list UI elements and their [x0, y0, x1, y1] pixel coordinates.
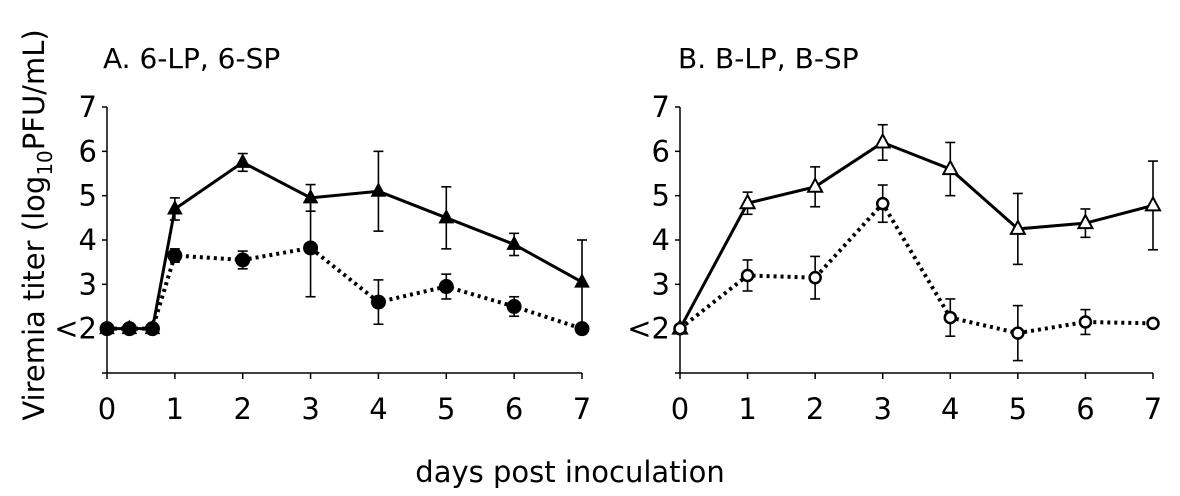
panel-a-series-1-point [438, 208, 455, 224]
x-axis-title: days post inoculation [415, 455, 724, 489]
panel-b-x-tick-label: 7 [1144, 392, 1162, 426]
panel-a-x-tick-label: 5 [437, 392, 455, 426]
panel-a-series-2-point [303, 240, 319, 256]
panel-b-series-1-point [941, 158, 959, 176]
panel-a-series-1-point [574, 273, 590, 288]
panel-a-series-2-line [107, 245, 583, 331]
panel-b-x-tick-label: 3 [873, 392, 891, 426]
panel-a-series-2-point [370, 294, 386, 310]
panel-a-x-tick-label: 0 [98, 392, 116, 426]
panel-a-series-2-point [121, 321, 137, 337]
panel-a-y-tick-label: 4 [79, 223, 97, 257]
panel-b-y-tick-label: 4 [652, 223, 670, 257]
panel-b-series-1-point [1076, 213, 1095, 230]
panel-a-x-tick-label: 6 [505, 392, 523, 426]
y-axis-title-subscript: 10 [33, 150, 57, 175]
panel-a: A. 6-LP, 6-SP <2 3 4 5 6 7 0 1 2 3 4 5 6 7 [54, 42, 591, 426]
panel-b-series-2-point [943, 310, 958, 325]
panel-b-series-2-point [1011, 326, 1025, 340]
panel-b-series-1-point [1144, 195, 1162, 212]
panel-b-x-tick-label: 6 [1076, 392, 1094, 426]
panel-b-series-2-point [673, 321, 687, 336]
panel-b-y-tick-label: 3 [652, 267, 670, 301]
panel-b-series-1-point [806, 176, 824, 193]
panel-b-x-tick-label: 2 [806, 392, 824, 426]
panel-a-series-2-point [235, 252, 251, 268]
panel-b-series-1-point [1009, 218, 1027, 235]
panel-b-series-2-point [1146, 316, 1160, 331]
panel-a-series-1-line [107, 160, 583, 331]
panel-a-y-tick-label: 6 [79, 134, 97, 168]
panel-b-y-tick-label: <2 [627, 312, 670, 346]
panel-a-series-2-point [144, 321, 160, 337]
panel-a-y-tick-label: <2 [54, 312, 97, 346]
panel-a-series-1-point [506, 235, 522, 250]
panel-b-x-tick-label: 5 [1009, 392, 1027, 426]
panel-a-series-1-point [234, 153, 251, 168]
panel-a-series-2-point [167, 248, 183, 264]
panel-b-y-tick-label: 7 [652, 90, 670, 124]
panel-a-x-tick-label: 2 [233, 392, 251, 426]
panel-b-series-2-point [740, 268, 755, 283]
panel-b-x-tick-label: 1 [738, 392, 756, 426]
panel-b-y-tick-label: 6 [652, 134, 670, 168]
panel-a-y-tick-label: 7 [79, 90, 97, 124]
panel-a-series-1-point [370, 182, 387, 197]
y-axis-title-tail: PFU/mL) [17, 29, 51, 150]
panel-b-series-2-line [678, 200, 1154, 336]
panel-b: B. B-LP, B-SP <2 3 4 5 6 7 0 1 2 3 4 5 6 7 [627, 42, 1162, 426]
panel-b-series-1-line [678, 140, 1154, 330]
panel-a-series-2-point [574, 321, 590, 337]
panel-b-series-2-point [1078, 315, 1093, 329]
panel-b-series-1-point [874, 132, 892, 149]
panel-b-series-1-point [738, 193, 757, 210]
y-axis-title-main: Viremia titer (log [17, 176, 51, 421]
panel-a-series-1-point [167, 199, 183, 215]
panel-a-y-tick-label: 3 [79, 267, 97, 301]
panel-b-title: B. B-LP, B-SP [678, 42, 859, 75]
panel-b-series-2-point [808, 270, 822, 285]
panel-a-series-2-point [438, 279, 454, 295]
panel-a-x-tick-label: 4 [369, 392, 387, 426]
panel-a-x-tick-label: 3 [301, 392, 319, 426]
panel-b-series-2-point [875, 196, 890, 211]
panel-a-series-2-point [506, 299, 522, 314]
panel-a-x-tick-label: 7 [573, 392, 591, 426]
panel-b-x-tick-label: 4 [941, 392, 959, 426]
panel-a-title: A. 6-LP, 6-SP [103, 42, 280, 75]
panel-b-x-tick-label: 0 [671, 392, 689, 426]
panel-a-y-tick-label: 5 [79, 179, 97, 213]
y-axis-title: Viremia titer (log10PFU/mL) [17, 29, 57, 420]
panel-a-series-2-point [99, 321, 115, 337]
panel-b-y-tick-label: 5 [652, 179, 670, 213]
panel-a-x-tick-label: 1 [166, 392, 184, 426]
